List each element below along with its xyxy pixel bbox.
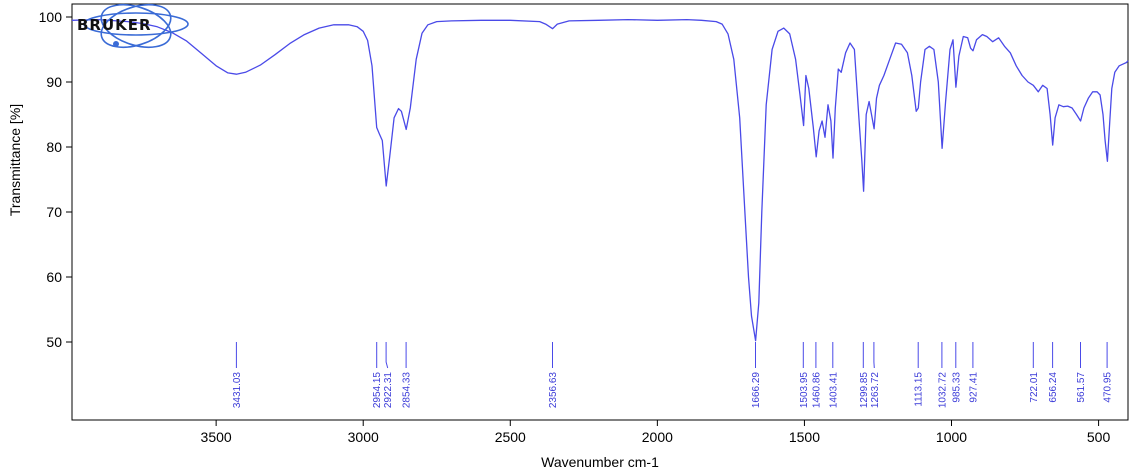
peak-label: 1460.86 [811, 372, 822, 409]
x-axis: 3500 3000 2500 2000 1500 1000 500 [201, 420, 1111, 445]
x-tick-label: 1500 [789, 429, 820, 445]
peak-label: 1403.41 [828, 372, 839, 409]
peak-label: 1032.72 [937, 372, 948, 409]
peak-label: 1299.85 [859, 372, 870, 409]
peak-label: 927.41 [968, 372, 979, 403]
plot-frame [71, 3, 1129, 421]
peak-label: 1263.72 [870, 372, 881, 409]
logo-orbit-2 [100, 3, 172, 49]
y-tick-label: 50 [46, 334, 62, 350]
x-tick-label: 2000 [642, 429, 673, 445]
peak-label: 722.01 [1029, 372, 1040, 403]
peak-label: 1113.15 [914, 372, 925, 407]
logo-text: BRUKER [77, 16, 152, 34]
peak-label: 561.57 [1076, 372, 1087, 403]
peak-label: 2922.31 [383, 372, 394, 409]
x-axis-title: Wavenumber cm-1 [541, 454, 659, 470]
x-tick-label: 3500 [201, 429, 232, 445]
y-tick-label: 60 [46, 269, 62, 285]
peak-label: 1666.29 [751, 372, 762, 409]
peak-label: 985.33 [951, 372, 962, 403]
logo-orbit-3 [100, 3, 172, 49]
spectrum-series [71, 18, 1129, 342]
peak-label: 2954.15 [372, 372, 383, 409]
y-axis: 50 60 70 80 90 100 [39, 9, 72, 350]
bruker-logo: BRUKER [77, 3, 189, 49]
peak-markers: 3431.03 2954.15 2922.31 2854.33 2356.63 1666.… [232, 342, 1114, 408]
peak-label: 1503.95 [799, 372, 810, 409]
y-tick-label: 90 [46, 74, 62, 90]
peak-label: 656.24 [1048, 372, 1059, 403]
x-tick-label: 3000 [348, 429, 379, 445]
spectrum-line [71, 18, 1129, 342]
peak-label: 3431.03 [232, 372, 243, 409]
peak-label: 2356.63 [548, 372, 559, 409]
peak-label: 470.95 [1103, 372, 1114, 403]
x-tick-label: 500 [1087, 429, 1111, 445]
x-tick-label: 1000 [936, 429, 967, 445]
logo-dot [113, 41, 119, 47]
peak-marker [385, 342, 389, 369]
y-tick-label: 70 [46, 204, 62, 220]
y-axis-title: Transmittance [%] [7, 104, 23, 216]
x-tick-label: 2500 [495, 429, 526, 445]
peak-label: 2854.33 [402, 372, 413, 409]
y-tick-label: 80 [46, 139, 62, 155]
logo-orbit-1 [83, 12, 189, 36]
y-tick-label: 100 [39, 9, 63, 25]
